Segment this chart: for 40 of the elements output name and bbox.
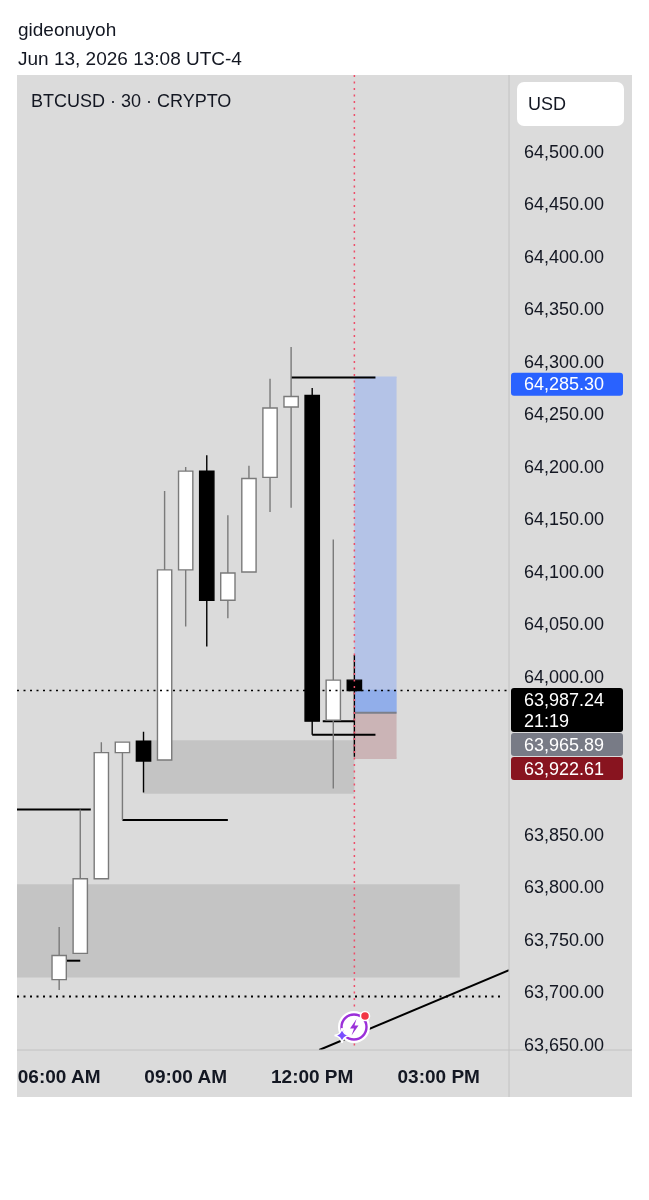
candlestick: [93, 741, 110, 880]
candlestick: [135, 730, 152, 794]
chart-subtitle: gideonuyoh Jun 13, 2026 13:08 UTC-4: [18, 18, 243, 69]
candlestick: [325, 538, 342, 790]
y-tick-label: 64,150.00: [524, 509, 605, 530]
y-tick-label: 63,650.00: [524, 1034, 605, 1055]
y-tick-label: 64,000.00: [524, 667, 605, 688]
y-tick-label: 63,750.00: [524, 929, 605, 950]
candlestick: [262, 377, 278, 513]
y-tick-label: 64,250.00: [524, 404, 605, 425]
y-tick-label: 64,400.00: [524, 246, 605, 267]
y-tick-label: 64,200.00: [524, 456, 605, 477]
text: 63,922.61: [524, 758, 605, 779]
y-tick-label: 64,450.00: [524, 194, 605, 215]
y-tick-label: 63,850.00: [524, 824, 605, 845]
text: 64,285.30: [524, 374, 605, 395]
candlestick: [220, 514, 236, 619]
x-tick-label: 06:00 AM: [17, 1065, 101, 1087]
text: 63,965.89: [524, 734, 605, 755]
y-tick-label: 64,350.00: [524, 299, 605, 320]
candlestick: [114, 741, 131, 821]
candlestick: [51, 926, 68, 991]
y-tick-label: 64,050.00: [524, 614, 605, 635]
candlestick: [241, 465, 257, 573]
ref-line-label: 63,987.24 21:19: [524, 689, 605, 731]
y-tick-label: 63,700.00: [524, 982, 605, 1003]
candlestick: [72, 808, 89, 955]
x-tick-label: 12:00 PM: [271, 1065, 354, 1087]
text: BTCUSD · 30 · CRYPTO: [31, 91, 232, 111]
candlestick: [283, 346, 299, 509]
y-tick-label: 64,300.00: [524, 351, 605, 372]
candlestick: [156, 490, 173, 761]
y-axis-title: USD: [528, 94, 567, 114]
y-tick-label: 64,500.00: [524, 141, 605, 162]
candlestick: [198, 454, 215, 648]
x-tick-label: 03:00 PM: [397, 1065, 480, 1087]
y-tick-label: 63,800.00: [524, 877, 605, 898]
candlestick: [177, 466, 194, 628]
y-tick-label: 64,100.00: [524, 561, 605, 582]
x-tick-label: 09:00 AM: [144, 1065, 228, 1087]
